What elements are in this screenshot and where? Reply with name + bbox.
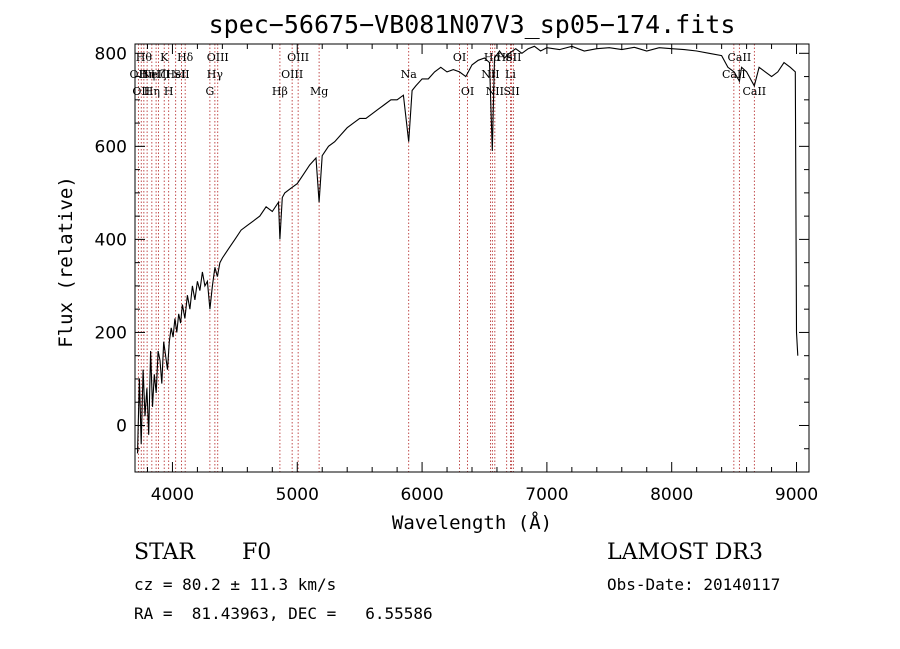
chart-title: spec−56675−VB081N07V3_sp05−174.fits	[209, 10, 736, 39]
object-class: STAR	[134, 540, 195, 565]
plot-frame	[134, 43, 810, 473]
line-label-6: Hζ	[151, 68, 167, 81]
x-tick-label-2: 6000	[400, 485, 443, 505]
line-label-9: HeI	[165, 68, 185, 81]
line-label-5: NeIII	[142, 68, 171, 81]
x-tick-label-5: 9000	[775, 485, 818, 505]
line-label-21: OI	[461, 85, 474, 98]
line-label-26: Li	[505, 68, 516, 81]
y-tick-label-3: 600	[95, 137, 127, 157]
line-label-16: OIII	[281, 68, 303, 81]
x-tick-label-1: 5000	[276, 485, 319, 505]
line-label-29: CaII	[722, 68, 746, 81]
x-tick-label-4: 8000	[650, 485, 693, 505]
survey-name: LAMOST DR3	[607, 540, 763, 565]
emission-line-markers	[137, 44, 755, 472]
flux-series-line	[136, 45, 799, 454]
y-axis-label: Flux (relative)	[55, 176, 77, 348]
line-label-3: Hη	[139, 68, 155, 81]
line-label-0: OII	[130, 68, 148, 81]
line-label-30: CaII	[728, 51, 752, 64]
line-label-18: Mg	[310, 85, 328, 98]
line-label-20: OI	[453, 51, 466, 64]
line-label-11: Hδ	[177, 51, 194, 64]
line-label-7: K	[160, 51, 169, 64]
line-label-1: OII	[132, 85, 150, 98]
line-label-19: Na	[401, 68, 418, 81]
line-label-2: Hθ	[136, 51, 153, 64]
y-tick-label-4: 800	[95, 44, 127, 64]
y-tick-label-1: 200	[95, 323, 127, 343]
y-tick-label-0: 0	[116, 416, 127, 436]
line-label-10: SII	[173, 68, 189, 81]
x-axis-label: Wavelength (Å)	[392, 511, 552, 534]
line-label-27: SII	[503, 85, 519, 98]
line-label-8: H	[164, 85, 174, 98]
observation-date: Obs-Date: 20140117	[607, 575, 781, 594]
x-tick-label-0: 4000	[151, 485, 194, 505]
object-subclass: F0	[242, 540, 272, 565]
line-label-12: G	[205, 85, 214, 98]
line-label-31: CaII	[742, 85, 766, 98]
line-label-17: OIII	[287, 51, 309, 64]
x-tick-label-3: 7000	[525, 485, 568, 505]
line-label-14: OIII	[207, 51, 229, 64]
ra-dec-coordinates: RA = 81.43963, DEC = 6.55586	[134, 604, 433, 623]
y-axis-ticks: 0 200 400 600 800	[95, 44, 809, 473]
line-label-24: NII	[486, 85, 504, 98]
y-tick-label-2: 400	[95, 230, 127, 250]
line-label-28: SII	[505, 51, 521, 64]
emission-line-labels: OIIOIIHθHηHηNeIIIHζKHHeISIIHδGHγOIIIHβOI…	[130, 51, 767, 98]
redshift-velocity: cz = 80.2 ± 11.3 km/s	[134, 575, 337, 594]
line-label-22: NII	[481, 68, 499, 81]
line-label-13: Hγ	[207, 68, 224, 81]
x-axis-ticks: 4000 5000 6000 7000 8000 9000	[146, 44, 818, 505]
line-label-4: Hη	[144, 85, 160, 98]
line-label-15: Hβ	[272, 85, 288, 98]
